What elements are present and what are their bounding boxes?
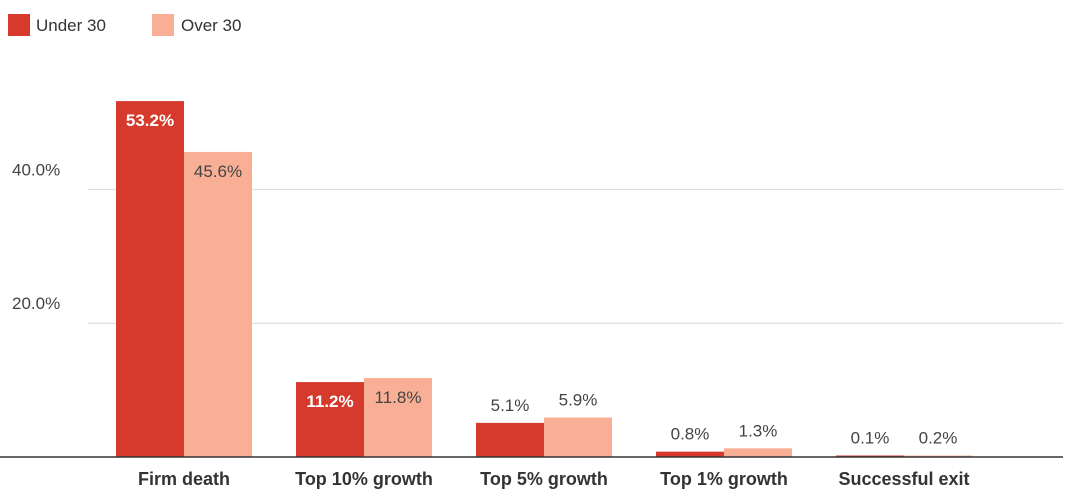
x-tick-label: Top 10% growth — [295, 469, 433, 489]
data-label: 0.1% — [851, 429, 890, 448]
x-tick-label: Top 5% growth — [480, 469, 608, 489]
y-tick-label: 20.0% — [12, 294, 60, 313]
data-label: 1.3% — [739, 421, 778, 440]
y-tick-label: 40.0% — [12, 160, 60, 179]
data-label: 45.6% — [194, 162, 242, 181]
legend-label: Under 30 — [36, 16, 106, 35]
bar — [724, 448, 792, 457]
data-label: 11.8% — [375, 388, 422, 407]
data-label: 5.9% — [559, 391, 598, 410]
bar — [656, 451, 724, 457]
bar — [476, 422, 544, 457]
data-label: 5.1% — [491, 396, 530, 415]
bar — [544, 417, 612, 457]
data-label: 53.2% — [126, 111, 174, 130]
legend-swatch — [152, 14, 174, 36]
bar — [116, 101, 184, 457]
x-tick-label: Firm death — [138, 469, 230, 489]
x-tick-label: Successful exit — [838, 469, 969, 489]
bar — [296, 382, 364, 457]
x-tick-label: Top 1% growth — [660, 469, 788, 489]
data-label: 0.8% — [671, 425, 710, 444]
legend-label: Over 30 — [181, 16, 241, 35]
data-label: 11.2% — [306, 392, 353, 411]
bar — [184, 151, 252, 457]
data-label: 0.2% — [919, 429, 958, 448]
legend-swatch — [8, 14, 30, 36]
bar — [364, 378, 432, 457]
